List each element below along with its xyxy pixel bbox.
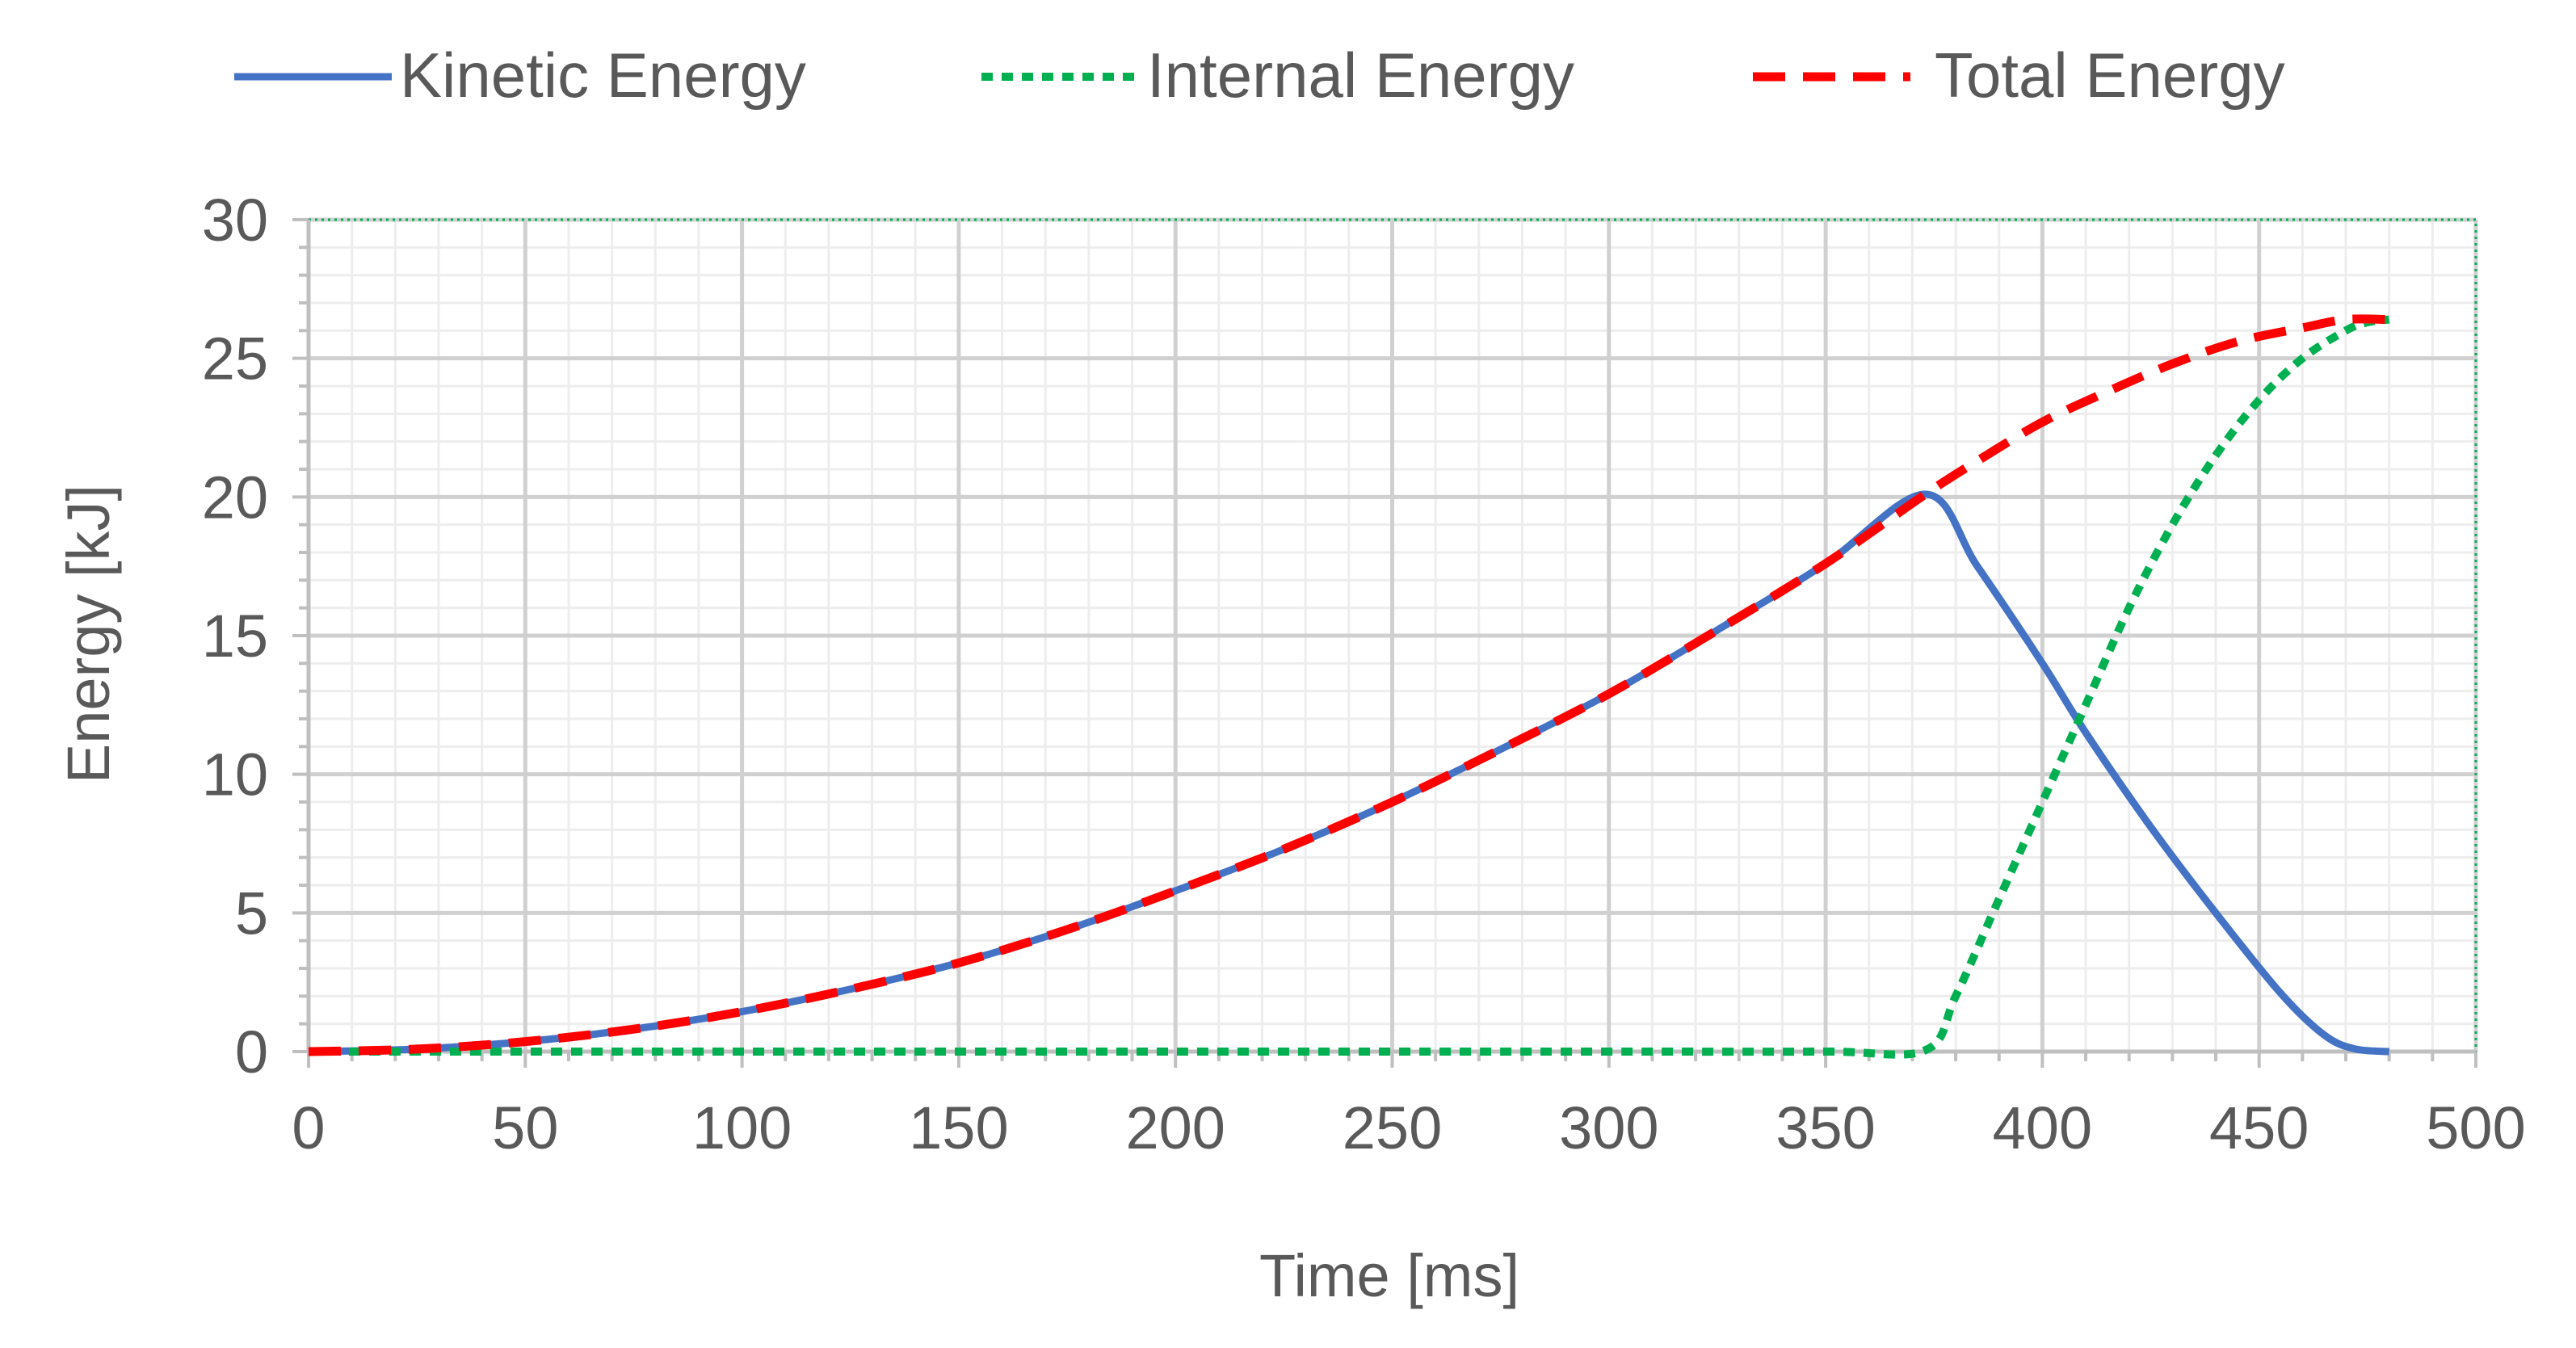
legend-label-total-energy: Total Energy (1935, 40, 2285, 111)
y-tick-label: 25 (202, 325, 268, 393)
x-tick-labels: 0 50 100 150 200 250 300 350 400 450 500 (292, 1094, 2525, 1161)
x-tick-label: 400 (1993, 1094, 2092, 1161)
legend-label-internal-energy: Internal Energy (1147, 40, 1574, 111)
legend: Kinetic Energy Internal Energy Total Ene… (234, 40, 2285, 111)
x-tick-label: 350 (1775, 1094, 1875, 1161)
x-tick-label: 250 (1343, 1094, 1442, 1161)
y-tick-label: 5 (235, 880, 268, 947)
y-tick-labels: 0 5 10 15 20 25 30 (202, 187, 268, 1086)
legend-label-kinetic-energy: Kinetic Energy (400, 40, 806, 111)
series-line-total-energy (308, 314, 2389, 1056)
x-tick-label: 450 (2209, 1094, 2309, 1161)
x-tick-label: 0 (292, 1094, 325, 1161)
x-axis-title: Time [ms] (1259, 1242, 1519, 1309)
x-tick-label: 50 (492, 1094, 558, 1161)
x-tick-label: 300 (1559, 1094, 1658, 1161)
x-tick-label: 500 (2426, 1094, 2525, 1161)
x-tick-label: 200 (1125, 1094, 1225, 1161)
major-gridlines (306, 217, 2478, 1054)
series-layer (308, 314, 2390, 1059)
series-line-internal-energy (308, 315, 2390, 1059)
x-tick-label: 150 (909, 1094, 1008, 1161)
y-tick-label: 20 (202, 464, 268, 531)
y-tick-label: 30 (202, 187, 268, 254)
y-tick-label: 15 (202, 603, 268, 670)
y-axis-title: Energy [kJ] (55, 485, 122, 783)
x-tick-label: 100 (692, 1094, 792, 1161)
y-tick-label: 0 (235, 1018, 268, 1086)
y-tick-label: 10 (202, 741, 268, 808)
